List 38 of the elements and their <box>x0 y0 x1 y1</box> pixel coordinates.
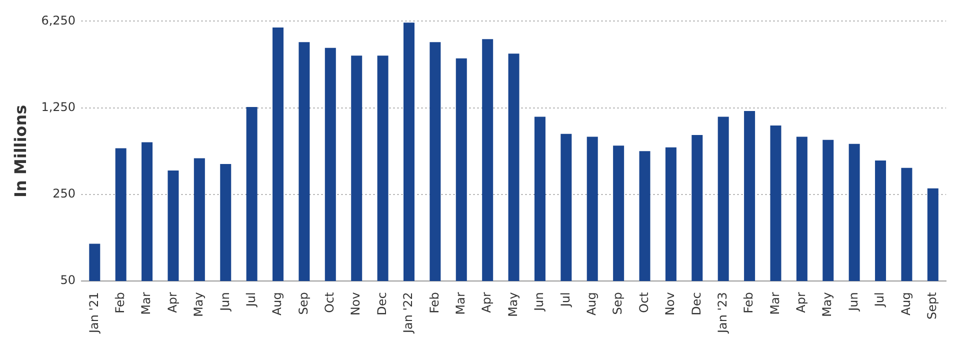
x-tick-label: Mar <box>139 292 154 315</box>
x-tick-label: May <box>506 292 520 317</box>
x-tick-label: Feb <box>742 292 756 314</box>
x-tick-label: Sept <box>925 292 940 320</box>
x-tick-label: Sep <box>610 292 625 315</box>
x-tick-label: Jan '22 <box>401 292 416 334</box>
y-axis-title: In Millions <box>10 104 30 198</box>
x-tick-label: Jan '23 <box>715 292 730 334</box>
x-tick-label: May <box>192 292 206 317</box>
x-tick-label: Apr <box>165 292 180 313</box>
x-tick-label: Jun <box>218 292 232 312</box>
x-tick-label: Jul <box>872 292 887 308</box>
x-tick-label: Jun <box>532 292 546 312</box>
y-tick-label: 250 <box>52 186 76 201</box>
x-tick-label: Jan '21 <box>86 292 101 334</box>
y-tick-label: 1,250 <box>41 100 76 114</box>
y-tick-label: 50 <box>60 273 76 288</box>
x-tick-label: Jun <box>846 292 860 312</box>
x-tick-label: Feb <box>112 292 127 314</box>
x-tick-label: Jul <box>558 292 572 308</box>
x-tick-label: Aug <box>584 292 598 316</box>
x-tick-label: Nov <box>348 292 363 316</box>
y-tick-label: 6,250 <box>41 13 76 28</box>
x-tick-label: Dec <box>689 292 704 316</box>
x-tick-label: Aug <box>270 292 284 316</box>
x-tick-label: Apr <box>480 292 494 313</box>
x-tick-label: Jul <box>244 292 258 308</box>
x-tick-label: Apr <box>794 292 808 313</box>
x-tick-label: Sep <box>296 292 310 315</box>
x-tick-label: Nov <box>663 292 678 316</box>
x-tick-label: Oct <box>322 292 337 313</box>
x-tick-label: Mar <box>768 292 782 315</box>
x-tick-label: Mar <box>454 292 468 315</box>
x-tick-label: Oct <box>636 292 651 313</box>
x-tick-label: Feb <box>427 292 442 314</box>
x-tick-label: Aug <box>898 292 913 316</box>
x-tick-label: May <box>820 292 834 317</box>
x-tick-label: Dec <box>374 292 389 316</box>
